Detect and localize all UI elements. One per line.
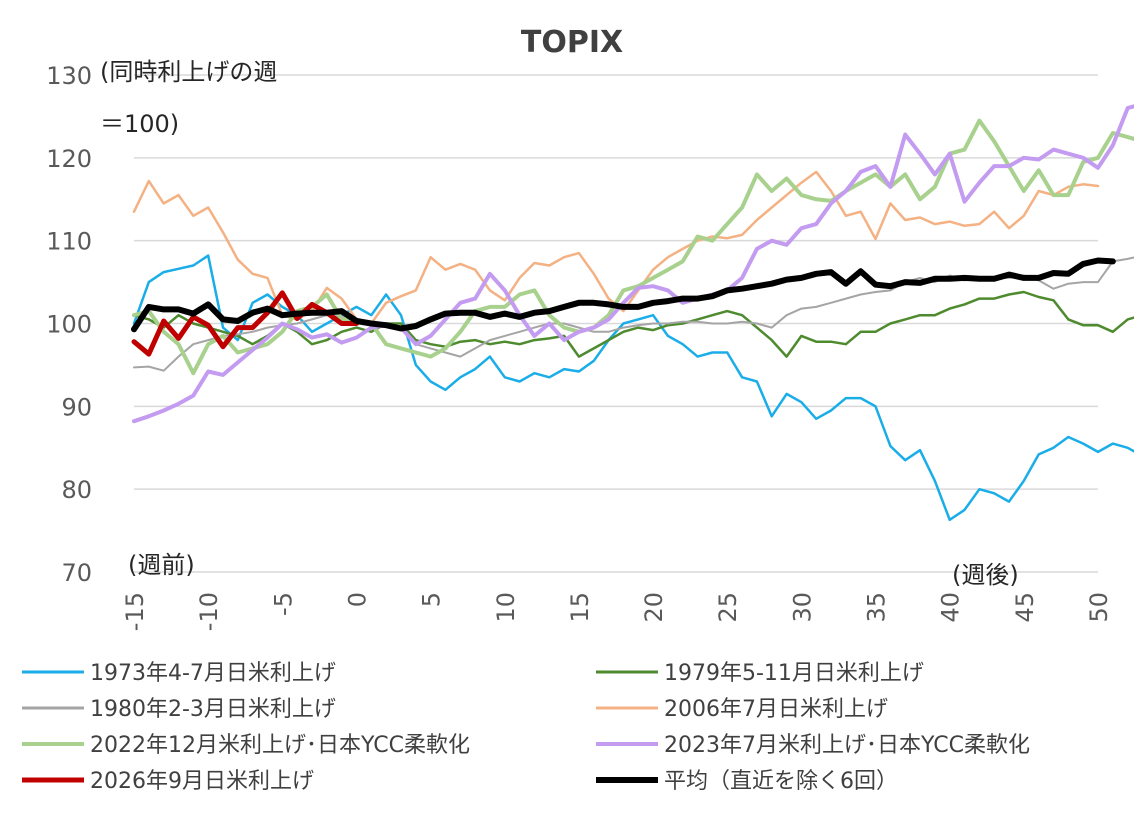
series-line-5: [132, 104, 1134, 424]
series-line-1: [132, 290, 1134, 358]
legend-label-4: 2022年12月米利上げ･日本YCC柔軟化: [90, 733, 470, 758]
legend-label-6: 2026年9月日米利上げ: [90, 769, 314, 794]
y-axis-label-line2: ＝100): [100, 110, 179, 138]
gridlines: [134, 74, 1098, 573]
x-tick-label: -15: [121, 592, 149, 631]
legend-label-7: 平均（直近を除く6回）: [664, 769, 898, 794]
x-tick-label: 45: [1011, 592, 1039, 623]
x-tick-label: 0: [343, 592, 371, 607]
series-line-2: [133, 256, 1134, 372]
chart-title: TOPIX: [521, 25, 623, 60]
y-tick-label: 130: [46, 62, 92, 90]
legend: 1973年4-7月日米利上げ 1979年5-11月日米利上げ 1980年2-3月日米…: [22, 661, 1030, 794]
x-tick-label: 25: [714, 592, 742, 623]
x-tick-label: 5: [418, 592, 446, 607]
x-axis: -15 -10 -5 0 5 10 15 20 25 30 35 40 45 50: [121, 592, 1113, 631]
x-tick-label: 30: [788, 592, 816, 623]
y-tick-label: 120: [46, 145, 92, 173]
y-axis-label-line1: (同時利上げの週: [100, 58, 277, 86]
y-axis: 70 80 90 100 110 120 130: [46, 62, 92, 587]
series-layer: [131, 104, 1134, 522]
y-tick-label: 80: [61, 476, 92, 504]
series-line-0: [132, 254, 1134, 522]
x-tick-label: -5: [269, 592, 297, 616]
y-tick-label: 100: [46, 311, 92, 339]
legend-label-0: 1973年4-7月日米利上げ: [90, 661, 336, 686]
x-tick-label: 40: [937, 592, 965, 623]
x-annotation-before: (週前): [128, 551, 195, 579]
x-tick-label: 10: [492, 592, 520, 623]
legend-label-1: 1979年5-11月日米利上げ: [664, 661, 924, 686]
legend-label-3: 2006年7月日米利上げ: [664, 697, 888, 722]
x-tick-label: 50: [1085, 592, 1113, 623]
series-line-6: [131, 290, 359, 357]
x-tick-label: -10: [195, 592, 223, 631]
y-tick-label: 90: [61, 393, 92, 421]
series-line-7: [131, 257, 1116, 333]
y-tick-label: 110: [46, 228, 92, 256]
x-tick-label: 35: [863, 592, 891, 623]
legend-label-2: 1980年2-3月日米利上げ: [90, 697, 336, 722]
x-tick-label: 20: [640, 592, 668, 623]
legend-label-5: 2023年7月米利上げ･日本YCC柔軟化: [664, 733, 1030, 758]
x-annotation-after: (週後): [952, 561, 1019, 589]
x-tick-label: 15: [566, 592, 594, 623]
y-tick-label: 70: [61, 559, 92, 587]
